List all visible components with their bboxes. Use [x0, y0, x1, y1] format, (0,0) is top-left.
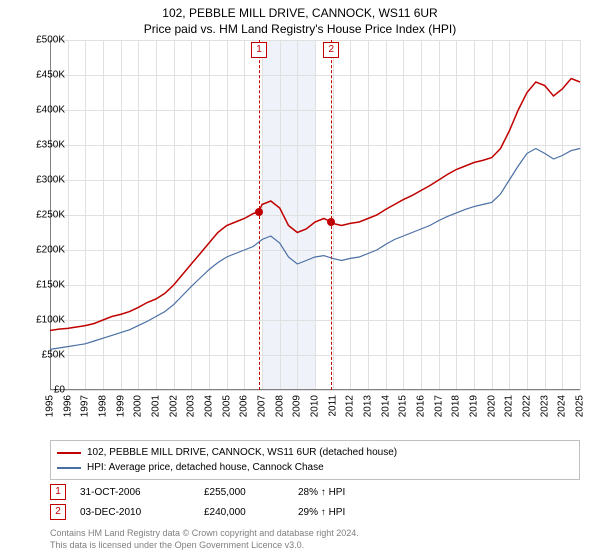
- series-line-price_paid: [50, 79, 580, 331]
- y-axis-label: £400K: [36, 105, 65, 116]
- x-axis-label: 2019: [469, 395, 480, 417]
- x-axis-label: 2003: [186, 395, 197, 417]
- footer-attribution: Contains HM Land Registry data © Crown c…: [50, 528, 359, 551]
- y-axis-label: £350K: [36, 140, 65, 151]
- series-line-hpi: [50, 149, 580, 350]
- x-axis-label: 2006: [239, 395, 250, 417]
- x-axis-label: 1995: [45, 395, 56, 417]
- legend-item: 102, PEBBLE MILL DRIVE, CANNOCK, WS11 6U…: [57, 445, 573, 460]
- y-axis-label: £0: [54, 385, 65, 396]
- footer-line: This data is licensed under the Open Gov…: [50, 540, 359, 552]
- transaction-date: 31-OCT-2006: [80, 487, 190, 498]
- chart-container: 102, PEBBLE MILL DRIVE, CANNOCK, WS11 6U…: [0, 0, 600, 560]
- y-axis-label: £100K: [36, 315, 65, 326]
- transaction-date: 03-DEC-2010: [80, 507, 190, 518]
- transaction-dot: [327, 218, 335, 226]
- x-axis-label: 2012: [345, 395, 356, 417]
- y-axis-label: £300K: [36, 175, 65, 186]
- x-axis-label: 1999: [115, 395, 126, 417]
- x-axis-label: 2004: [204, 395, 215, 417]
- y-axis-label: £50K: [42, 350, 65, 361]
- x-axis-label: 1998: [98, 395, 109, 417]
- chart-svg: [50, 40, 580, 390]
- x-axis-label: 2001: [151, 395, 162, 417]
- page-subtitle: Price paid vs. HM Land Registry's House …: [0, 20, 600, 36]
- x-axis-label: 2021: [504, 395, 515, 417]
- y-axis-label: £150K: [36, 280, 65, 291]
- chart-marker-box: 1: [251, 42, 267, 58]
- x-axis-label: 2023: [539, 395, 550, 417]
- x-axis-label: 2025: [575, 395, 586, 417]
- x-axis-label: 2015: [398, 395, 409, 417]
- y-axis-label: £500K: [36, 35, 65, 46]
- legend-swatch: [57, 452, 81, 454]
- x-axis-label: 2014: [380, 395, 391, 417]
- x-axis-label: 2009: [292, 395, 303, 417]
- x-axis-label: 2013: [363, 395, 374, 417]
- x-axis-label: 2017: [433, 395, 444, 417]
- x-axis-label: 1997: [80, 395, 91, 417]
- y-axis-label: £250K: [36, 210, 65, 221]
- table-row: 2 03-DEC-2010 £240,000 29% ↑ HPI: [50, 502, 388, 522]
- transactions-table: 1 31-OCT-2006 £255,000 28% ↑ HPI 2 03-DE…: [50, 482, 388, 522]
- x-axis-label: 2005: [221, 395, 232, 417]
- transaction-diff: 28% ↑ HPI: [298, 487, 388, 498]
- x-axis-label: 2008: [274, 395, 285, 417]
- legend-label: 102, PEBBLE MILL DRIVE, CANNOCK, WS11 6U…: [87, 445, 397, 460]
- footer-line: Contains HM Land Registry data © Crown c…: [50, 528, 359, 540]
- x-axis-label: 2020: [486, 395, 497, 417]
- legend-item: HPI: Average price, detached house, Cann…: [57, 460, 573, 475]
- legend-label: HPI: Average price, detached house, Cann…: [87, 460, 324, 475]
- page-title: 102, PEBBLE MILL DRIVE, CANNOCK, WS11 6U…: [0, 0, 600, 20]
- y-axis-label: £450K: [36, 70, 65, 81]
- transaction-diff: 29% ↑ HPI: [298, 507, 388, 518]
- chart-marker-box: 2: [323, 42, 339, 58]
- transaction-marker-box: 2: [50, 504, 66, 520]
- x-axis-label: 1996: [62, 395, 73, 417]
- x-axis-label: 2018: [451, 395, 462, 417]
- transaction-dot: [255, 208, 263, 216]
- x-axis-label: 2022: [522, 395, 533, 417]
- transaction-price: £255,000: [204, 487, 284, 498]
- x-axis-label: 2000: [133, 395, 144, 417]
- x-axis-label: 2010: [310, 395, 321, 417]
- legend-swatch: [57, 467, 81, 469]
- x-axis-label: 2016: [416, 395, 427, 417]
- transaction-marker-box: 1: [50, 484, 66, 500]
- x-axis-label: 2024: [557, 395, 568, 417]
- x-axis-label: 2011: [327, 395, 338, 417]
- legend: 102, PEBBLE MILL DRIVE, CANNOCK, WS11 6U…: [50, 440, 580, 480]
- x-axis-label: 2002: [168, 395, 179, 417]
- y-axis-label: £200K: [36, 245, 65, 256]
- x-axis-label: 2007: [257, 395, 268, 417]
- table-row: 1 31-OCT-2006 £255,000 28% ↑ HPI: [50, 482, 388, 502]
- chart-plot-area: [50, 40, 580, 390]
- transaction-price: £240,000: [204, 507, 284, 518]
